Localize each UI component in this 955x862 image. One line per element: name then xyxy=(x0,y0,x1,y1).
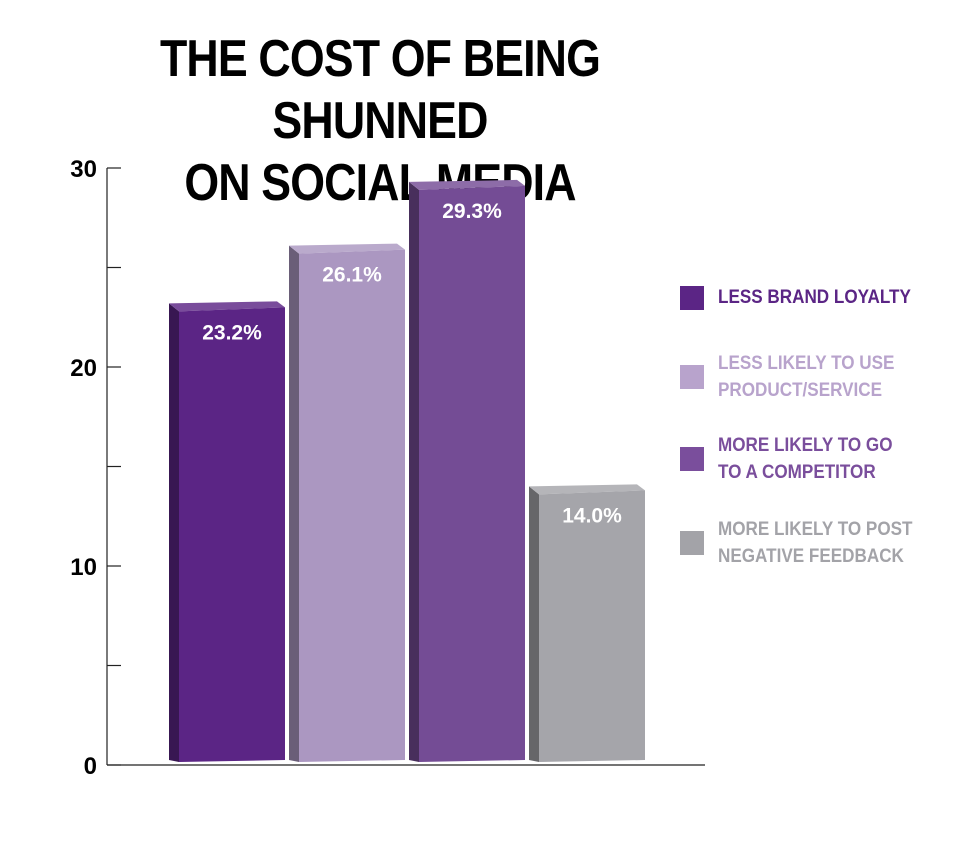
bar-front-face xyxy=(299,249,405,763)
chart-axes: 0 10 20 30 xyxy=(70,156,705,780)
legend-item: MORE LIKELY TO GO TO A COMPETITOR xyxy=(680,432,912,486)
y-tick-label: 0 xyxy=(84,753,97,780)
bar-2 xyxy=(289,243,405,763)
bar-side-face xyxy=(529,486,539,762)
bar-data-label: 29.3% xyxy=(442,200,502,223)
legend-label: MORE LIKELY TO POST NEGATIVE FEEDBACK xyxy=(718,519,913,567)
bar-top-face xyxy=(289,243,405,254)
y-tick-label: 30 xyxy=(70,156,97,183)
bar-top-face xyxy=(409,179,525,190)
bar-3 xyxy=(409,179,525,762)
legend-label: MORE LIKELY TO GO TO A COMPETITOR xyxy=(718,435,893,483)
bar-side-face xyxy=(169,303,179,762)
bar-front-face xyxy=(179,307,285,762)
legend-swatch xyxy=(680,531,704,555)
legend-label: LESS BRAND LOYALTY xyxy=(718,287,911,308)
chart-bars xyxy=(169,179,645,763)
bar-data-label: 26.1% xyxy=(322,264,382,287)
legend-item: MORE LIKELY TO POST NEGATIVE FEEDBACK xyxy=(680,516,934,570)
legend-label: LESS LIKELY TO USE PRODUCT/SERVICE xyxy=(718,353,895,401)
bar-side-face xyxy=(289,245,299,763)
bar-front-face xyxy=(539,490,645,762)
bar-front-face xyxy=(419,185,525,762)
legend-swatch xyxy=(680,365,704,389)
bar-data-label: 23.2% xyxy=(202,321,262,344)
legend-item: LESS BRAND LOYALTY xyxy=(680,284,932,311)
chart-title-line-1: THE COST OF BEING SHUNNED xyxy=(159,30,601,150)
chart-data-labels: 23.2% 26.1% 29.3% 14.0% xyxy=(202,200,622,527)
legend-swatch xyxy=(680,285,704,310)
bar-data-label: 14.0% xyxy=(562,504,622,527)
y-tick-label: 10 xyxy=(70,554,97,581)
bar-top-face xyxy=(169,301,285,312)
bar-side-face xyxy=(409,181,419,762)
y-tick-label: 20 xyxy=(70,355,97,382)
legend-swatch xyxy=(680,447,704,471)
bar-1 xyxy=(169,301,285,762)
bar-top-face xyxy=(529,484,645,495)
bar-4 xyxy=(529,484,645,762)
legend-item: LESS LIKELY TO USE PRODUCT/SERVICE xyxy=(680,350,914,404)
